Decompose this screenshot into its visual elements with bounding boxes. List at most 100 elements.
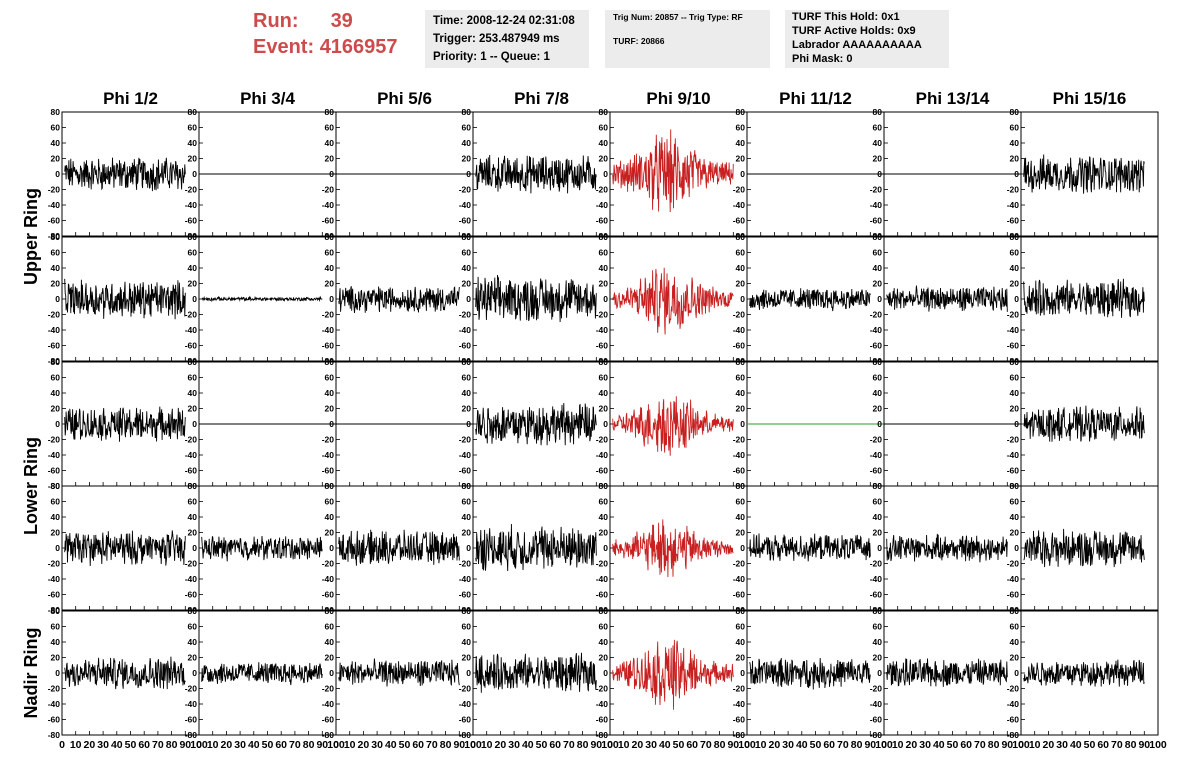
y-tick-label: -80 [48, 730, 61, 740]
y-tick-label: 80 [51, 357, 61, 367]
y-tick-label: -60 [459, 341, 472, 351]
y-tick-label: 20 [1010, 279, 1020, 289]
y-tick-label: 0 [877, 294, 882, 304]
x-tick-label: 10 [1029, 739, 1041, 751]
y-tick-label: -80 [1007, 356, 1020, 366]
y-tick-label: 0 [1014, 668, 1019, 678]
y-tick-label: 60 [736, 622, 746, 632]
y-tick-label: 60 [51, 622, 61, 632]
y-tick-label: 20 [51, 279, 61, 289]
y-tick-label: 80 [873, 107, 883, 117]
x-tick-label: 50 [1084, 739, 1096, 751]
y-tick-label: 60 [462, 123, 472, 133]
y-tick-label: -60 [185, 590, 198, 600]
x-tick-label: 70 [700, 739, 712, 751]
y-tick-label: 40 [873, 263, 883, 273]
y-tick-label: 80 [736, 357, 746, 367]
y-tick-label: -40 [322, 325, 335, 335]
y-tick-label: 20 [599, 279, 609, 289]
y-tick-label: -20 [733, 310, 746, 320]
x-tick-label: 90 [1138, 739, 1150, 751]
y-tick-label: 40 [51, 138, 61, 148]
y-tick-label: -20 [48, 185, 61, 195]
waveform-panel: 80 60 40 20 0 -20 -40 -60 -80 [185, 232, 337, 366]
y-tick-label: -40 [596, 325, 609, 335]
y-tick-label: 0 [1014, 419, 1019, 429]
run-event-block: Run: 39 Event: 4166957 [253, 8, 398, 60]
waveform-panel: 80 60 40 20 0 -20 -40 -60 -80 [1007, 107, 1159, 241]
y-tick-label: 40 [873, 388, 883, 398]
event-label: Event: [253, 36, 315, 58]
y-tick-label: 80 [325, 481, 335, 491]
y-tick-label: 40 [462, 388, 472, 398]
waveform-trace [64, 656, 186, 690]
y-tick-label: 40 [462, 263, 472, 273]
x-tick-label: 0 [881, 739, 887, 751]
y-tick-label: 80 [599, 107, 609, 117]
waveform-trace [1023, 528, 1145, 568]
y-tick-label: 80 [51, 606, 61, 616]
x-tick-label: 50 [399, 739, 411, 751]
x-tick-label: 20 [84, 739, 96, 751]
y-tick-label: 20 [873, 653, 883, 663]
y-tick-label: -40 [1007, 450, 1020, 460]
column-title: Phi 3/4 [240, 89, 295, 108]
y-tick-label: 20 [736, 279, 746, 289]
y-tick-label: 80 [736, 606, 746, 616]
y-tick-label: -40 [185, 325, 198, 335]
waveform-trace [749, 533, 871, 562]
y-tick-label: 80 [1010, 606, 1020, 616]
y-tick-label: 40 [325, 263, 335, 273]
x-tick-label: 40 [385, 739, 397, 751]
x-tick-label: 50 [947, 739, 959, 751]
x-tick-label: 10 [481, 739, 493, 751]
y-tick-label: 0 [603, 543, 608, 553]
y-tick-label: 40 [188, 388, 198, 398]
waveform-panel: 80 60 40 20 0 -20 -40 -60 -80 [322, 481, 474, 615]
y-tick-label: 80 [188, 481, 198, 491]
x-tick-label: 20 [1043, 739, 1055, 751]
run-label: Run: [253, 10, 299, 32]
x-tick-label: 80 [166, 739, 178, 751]
y-tick-label: 80 [1010, 357, 1020, 367]
labrador-text: Labrador AAAAAAAAAA [792, 39, 922, 51]
y-tick-label: 60 [462, 373, 472, 383]
x-tick-label: 30 [919, 739, 931, 751]
y-tick-label: -20 [870, 185, 883, 195]
y-tick-label: 20 [51, 404, 61, 414]
y-tick-label: -40 [322, 574, 335, 584]
x-tick-label: 0 [1018, 739, 1024, 751]
waveform-panel: 80 60 40 20 0 -20 -40 -60 -80 [459, 606, 611, 740]
y-tick-label: 60 [599, 123, 609, 133]
y-tick-label: -80 [1007, 605, 1020, 615]
y-tick-label: -40 [870, 699, 883, 709]
waveform-panel: 80 60 40 20 0 -20 -40 -60 -80 [48, 481, 200, 615]
waveform-trace [338, 658, 460, 687]
y-tick-label: 60 [51, 497, 61, 507]
waveform-panel: 80 60 40 20 0 -20 -40 -60 -80 [733, 232, 885, 366]
y-tick-label: -60 [48, 715, 61, 725]
y-tick-label: 0 [603, 169, 608, 179]
y-tick-label: 60 [188, 497, 198, 507]
y-tick-label: -20 [48, 310, 61, 320]
waveform-panel: 80 60 40 20 0 -20 -40 -60 -80 [870, 481, 1022, 615]
y-tick-label: 40 [51, 388, 61, 398]
column-title: Phi 13/14 [916, 89, 990, 108]
y-tick-label: 0 [55, 169, 60, 179]
y-tick-label: -60 [1007, 466, 1020, 476]
y-tick-label: -20 [733, 684, 746, 694]
y-tick-label: 0 [55, 543, 60, 553]
waveform-trace [201, 662, 323, 686]
y-tick-label: -80 [596, 730, 609, 740]
y-tick-label: 0 [740, 294, 745, 304]
y-tick-label: -40 [48, 200, 61, 210]
y-tick-label: -80 [870, 356, 883, 366]
turf-active-holds-text: TURF Active Holds: 0x9 [792, 25, 916, 37]
y-tick-label: 60 [873, 497, 883, 507]
x-tick-label: 0 [196, 739, 202, 751]
y-tick-label: -40 [596, 200, 609, 210]
y-tick-label: -60 [870, 590, 883, 600]
waveform-panel: 80 60 40 20 0 -20 -40 -60 -80 [1007, 606, 1159, 740]
x-tick-label: 40 [659, 739, 671, 751]
x-tick-label: 100 [464, 739, 482, 751]
